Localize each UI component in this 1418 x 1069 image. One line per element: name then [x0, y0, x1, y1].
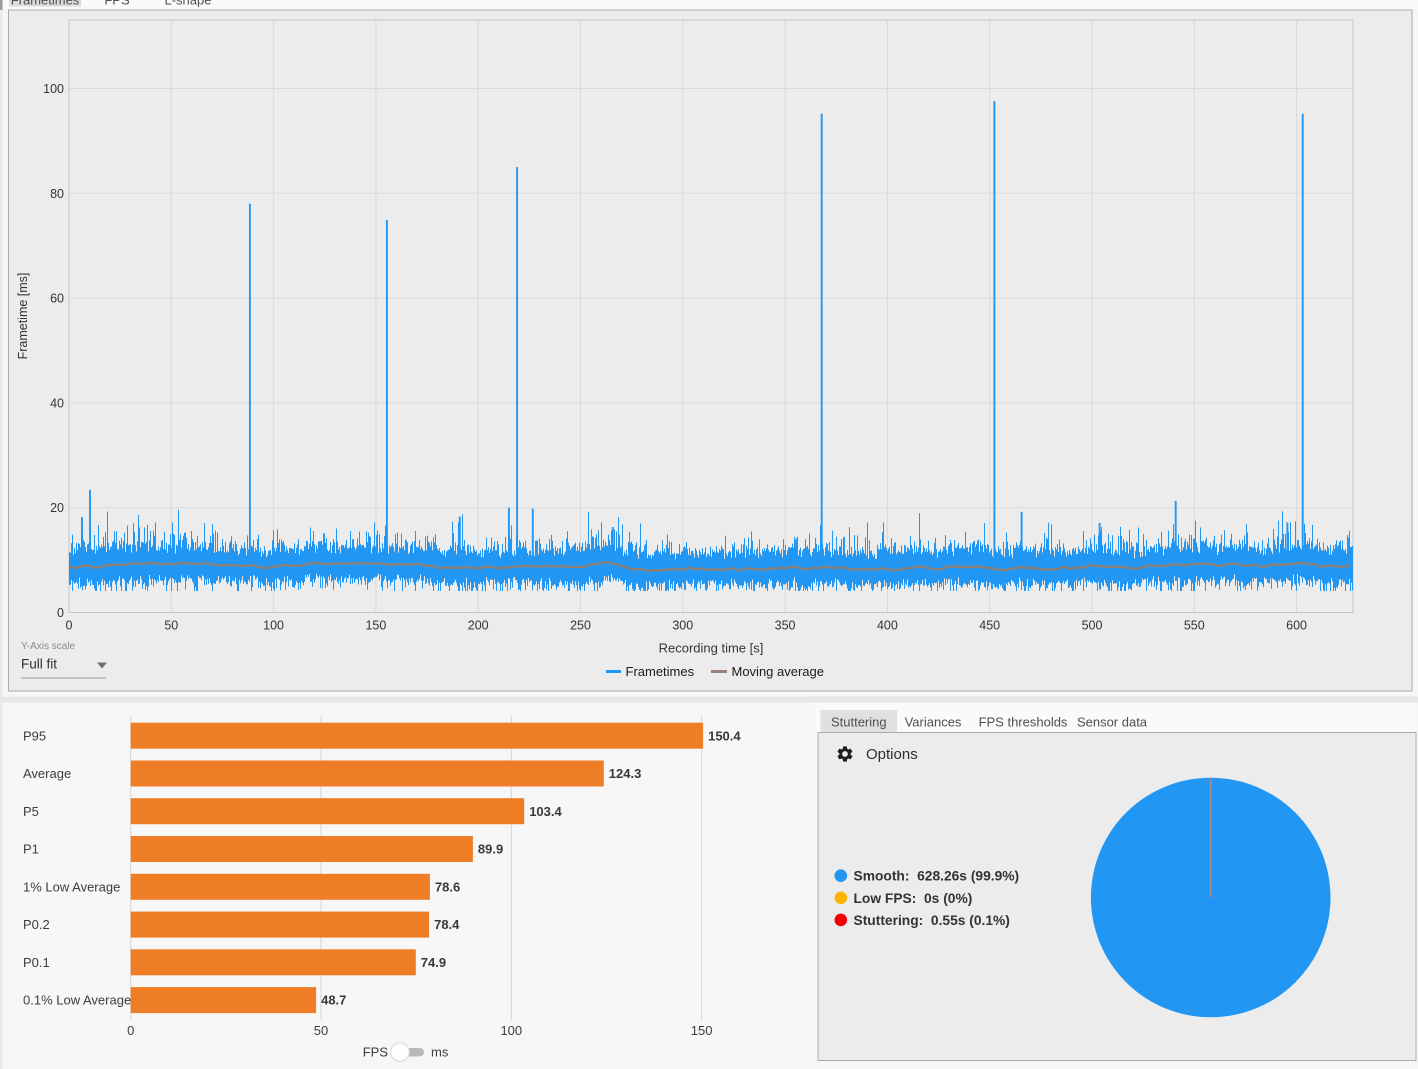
svg-text:89.9: 89.9 — [478, 842, 503, 857]
svg-text:74.9: 74.9 — [421, 955, 446, 970]
svg-text:L-shape: L-shape — [165, 0, 212, 8]
svg-text:Full fit: Full fit — [21, 657, 57, 672]
svg-text:Recording time [s]: Recording time [s] — [659, 641, 764, 656]
svg-text:FPS: FPS — [104, 0, 130, 8]
svg-text:150.4: 150.4 — [708, 728, 741, 743]
svg-text:P0.2: P0.2 — [23, 917, 50, 932]
svg-text:100: 100 — [43, 82, 64, 96]
svg-text:200: 200 — [468, 619, 489, 633]
svg-text:Options: Options — [866, 746, 918, 763]
svg-text:1% Low Average: 1% Low Average — [23, 879, 120, 894]
svg-text:P0.1: P0.1 — [23, 955, 50, 970]
svg-text:P5: P5 — [23, 804, 39, 819]
svg-text:100: 100 — [500, 1023, 522, 1038]
svg-text:P95: P95 — [23, 728, 46, 743]
svg-text:Frametimes: Frametimes — [11, 0, 80, 8]
svg-text:103.4: 103.4 — [529, 804, 562, 819]
svg-text:40: 40 — [50, 396, 64, 410]
svg-text:100: 100 — [263, 619, 284, 633]
svg-text:20: 20 — [50, 501, 64, 515]
svg-text:80: 80 — [50, 187, 64, 201]
svg-text:250: 250 — [570, 619, 591, 633]
svg-text:P1: P1 — [23, 842, 39, 857]
svg-text:600: 600 — [1286, 619, 1307, 633]
svg-text:300: 300 — [672, 619, 693, 633]
svg-text:150: 150 — [365, 619, 386, 633]
svg-text:0: 0 — [66, 619, 73, 633]
svg-text:500: 500 — [1082, 619, 1103, 633]
svg-text:Low FPS: 0s (0%): Low FPS: 0s (0%) — [854, 891, 973, 906]
svg-text:124.3: 124.3 — [609, 766, 642, 781]
svg-text:Variances: Variances — [905, 715, 962, 730]
svg-text:450: 450 — [979, 619, 1000, 633]
svg-text:48.7: 48.7 — [321, 993, 346, 1008]
svg-text:Frametime [ms]: Frametime [ms] — [16, 273, 30, 360]
svg-text:ms: ms — [431, 1045, 449, 1060]
svg-text:Sensor data: Sensor data — [1077, 715, 1148, 730]
svg-text:0: 0 — [127, 1023, 134, 1038]
svg-text:400: 400 — [877, 619, 898, 633]
svg-text:Frametimes: Frametimes — [626, 664, 695, 679]
svg-text:50: 50 — [314, 1023, 328, 1038]
svg-text:FPS: FPS — [363, 1045, 389, 1060]
svg-text:78.4: 78.4 — [434, 917, 460, 932]
svg-text:60: 60 — [50, 292, 64, 306]
svg-text:550: 550 — [1184, 619, 1205, 633]
svg-text:Moving average: Moving average — [732, 664, 825, 679]
svg-text:150: 150 — [691, 1023, 713, 1038]
svg-text:Stuttering: Stuttering — [831, 715, 887, 730]
svg-text:Average: Average — [23, 766, 71, 781]
svg-text:0: 0 — [57, 606, 64, 620]
svg-text:Stuttering: 0.55s (0.1%): Stuttering: 0.55s (0.1%) — [854, 913, 1010, 928]
svg-text:FPS thresholds: FPS thresholds — [979, 715, 1068, 730]
svg-text:Y-Axis scale: Y-Axis scale — [21, 641, 76, 652]
svg-text:0.1% Low Average: 0.1% Low Average — [23, 993, 131, 1008]
svg-text:50: 50 — [164, 619, 178, 633]
svg-text:78.6: 78.6 — [435, 879, 460, 894]
svg-text:Smooth: 628.26s (99.9%): Smooth: 628.26s (99.9%) — [854, 869, 1020, 884]
svg-text:350: 350 — [775, 619, 796, 633]
